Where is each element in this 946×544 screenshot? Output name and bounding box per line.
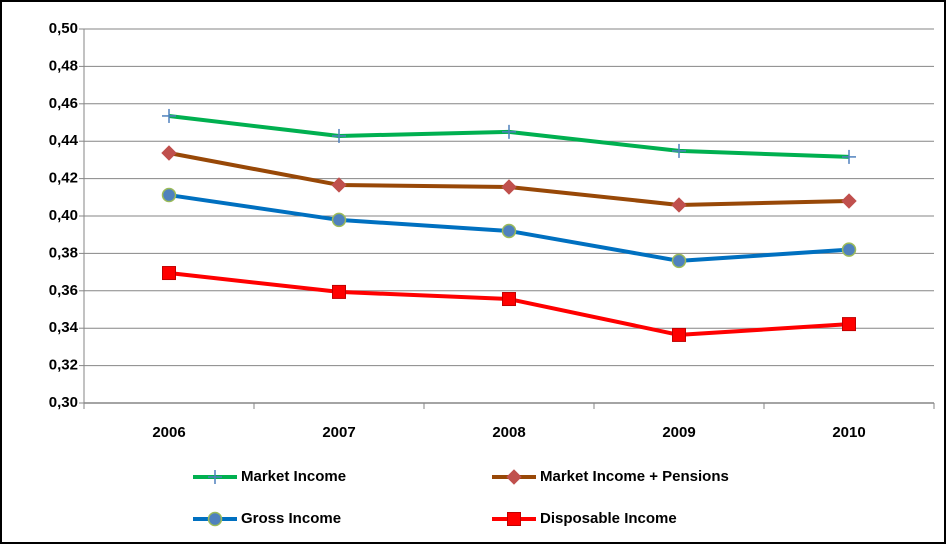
legend-marker bbox=[208, 470, 222, 484]
y-tick-label: 0,50 bbox=[49, 20, 78, 37]
y-tick-label: 0,48 bbox=[49, 57, 78, 74]
data-point bbox=[841, 242, 857, 257]
x-tick-label: 2010 bbox=[832, 424, 865, 441]
y-tick-label: 0,38 bbox=[49, 244, 78, 261]
data-point bbox=[671, 197, 687, 213]
y-tick-label: 0,42 bbox=[49, 170, 78, 187]
legend-label: Disposable Income bbox=[540, 510, 677, 527]
y-tick-label: 0,46 bbox=[49, 95, 78, 112]
data-point bbox=[332, 284, 346, 299]
data-point bbox=[841, 193, 857, 209]
legend-label: Market Income bbox=[241, 468, 346, 485]
legend-label: Gross Income bbox=[241, 510, 341, 527]
data-point bbox=[842, 149, 856, 164]
legend-label: Market Income + Pensions bbox=[540, 468, 729, 485]
data-point bbox=[331, 212, 347, 228]
legend-marker bbox=[507, 512, 521, 526]
data-point bbox=[162, 108, 176, 123]
data-point bbox=[161, 187, 177, 203]
y-tick-label: 0,34 bbox=[49, 319, 79, 336]
data-point bbox=[501, 179, 517, 195]
x-tick-label: 2007 bbox=[322, 424, 355, 441]
data-point bbox=[501, 223, 517, 239]
y-tick-label: 0,44 bbox=[49, 132, 79, 149]
data-point bbox=[842, 317, 856, 332]
data-point bbox=[162, 266, 176, 281]
x-tick-label: 2006 bbox=[152, 424, 185, 441]
y-tick-label: 0,40 bbox=[49, 207, 78, 224]
x-tick-label: 2009 bbox=[662, 424, 695, 441]
data-point bbox=[502, 292, 516, 307]
y-tick-label: 0,30 bbox=[49, 394, 78, 411]
legend-marker bbox=[506, 469, 522, 485]
y-tick-label: 0,36 bbox=[49, 282, 78, 299]
data-point bbox=[672, 143, 686, 158]
data-point bbox=[502, 124, 516, 139]
legend-marker bbox=[207, 511, 223, 527]
data-point bbox=[331, 177, 347, 193]
data-point bbox=[671, 253, 687, 269]
data-point bbox=[332, 128, 346, 143]
data-point bbox=[161, 145, 177, 161]
y-tick-label: 0,32 bbox=[49, 357, 78, 374]
data-point bbox=[672, 327, 686, 342]
x-tick-label: 2008 bbox=[492, 424, 525, 441]
